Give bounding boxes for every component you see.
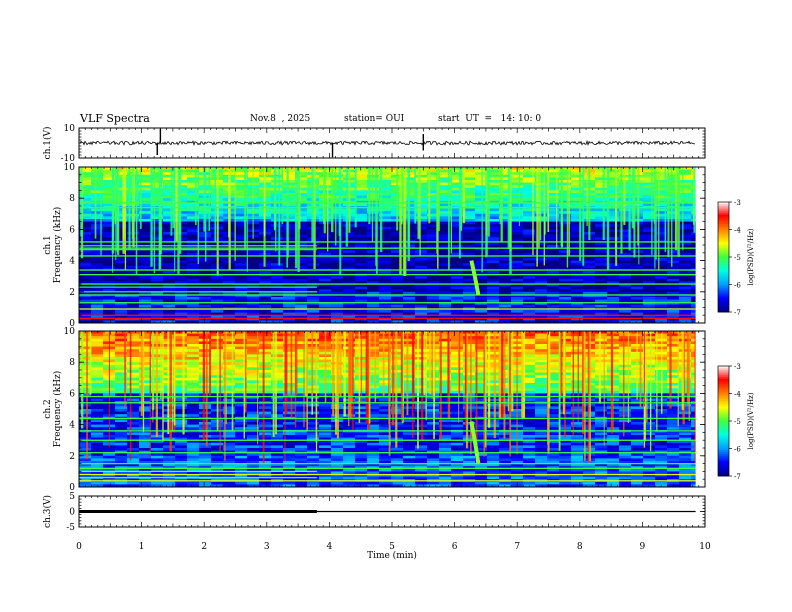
spec2-colorbar-label: log(PSD)(V²/Hz) — [747, 392, 755, 449]
xtick-label: 0 — [76, 542, 82, 552]
noise-line — [79, 430, 696, 432]
ch3-ytick-label: 5 — [69, 492, 75, 502]
xtick-label: 4 — [327, 542, 333, 552]
noise-line — [79, 206, 696, 209]
ch3-ylabel: ch.3(V) — [42, 495, 53, 528]
noise-line — [79, 247, 696, 249]
whistler — [469, 421, 481, 464]
spec2-colorbar-tick: -3 — [734, 363, 741, 371]
x-axis-label: Time (min) — [367, 550, 417, 561]
ch1-ytick-label: 10 — [64, 124, 76, 134]
noise-line — [79, 395, 696, 398]
noise-line — [79, 274, 696, 276]
spec1-colorbar-tick: -3 — [734, 199, 741, 207]
spec1-channel-label: ch.1 — [43, 235, 53, 254]
spec2-channel-label: ch.2 — [43, 399, 53, 418]
spec2-ytick-label: 2 — [69, 452, 75, 462]
spec1-ytick-label: 4 — [69, 257, 75, 267]
xtick-label: 5 — [389, 542, 395, 552]
xtick-label: 8 — [577, 542, 583, 552]
xtick-label: 1 — [139, 542, 145, 552]
spec1-ytick-label: 8 — [69, 194, 75, 204]
spec2-colorbar-tick: -7 — [734, 473, 741, 481]
chart-title: VLF Spectra — [80, 112, 150, 125]
noise-line — [79, 308, 696, 310]
xtick-label: 10 — [699, 542, 711, 552]
spec1-colorbar-tick: -4 — [734, 227, 741, 235]
noise-line — [79, 480, 696, 482]
spec2-ylabel: Frequency (kHz) — [52, 371, 63, 448]
noise-line — [79, 302, 696, 304]
spec2-ytick-label: 10 — [64, 327, 76, 337]
spec1-ylabel: Frequency (kHz) — [52, 207, 63, 284]
spec1-ytick-label: 10 — [64, 163, 76, 173]
noise-line — [79, 402, 696, 404]
noise-line — [79, 269, 696, 271]
noise-line — [79, 417, 696, 420]
spec1-colorbar-tick: -6 — [734, 282, 741, 290]
spec1-colorbar-tick: -7 — [734, 309, 741, 317]
xtick-label: 6 — [452, 542, 458, 552]
noise-line — [79, 283, 696, 285]
spec2-ytick-label: 8 — [69, 358, 75, 368]
ch3-ytick-label: 0 — [69, 508, 75, 518]
date-label: Nov.8 , 2025 — [250, 114, 311, 124]
spec1-colorbar-tick: -5 — [734, 254, 741, 262]
ch1-waveform — [79, 128, 696, 158]
noise-line — [79, 463, 696, 465]
station-label: station= OUI — [344, 114, 405, 124]
spec1-ytick-label: 2 — [69, 288, 75, 298]
spec2-ytick-label: 6 — [69, 389, 75, 399]
start-time-label: start UT = 14: 10: 0 — [438, 114, 542, 124]
noise-line — [79, 255, 696, 257]
noise-line — [79, 294, 696, 296]
ch1-ylabel: ch.1(V) — [42, 127, 53, 160]
xtick-label: 9 — [640, 542, 646, 552]
ch1-spectrogram — [79, 167, 705, 323]
spec2-colorbar-tick: -6 — [734, 446, 741, 454]
spec2-colorbar-tick: -4 — [734, 391, 741, 399]
spec2-colorbar-tick: -5 — [734, 418, 741, 426]
spec1-ytick-label: 6 — [69, 225, 75, 235]
spec1-ytick-label: 0 — [69, 319, 75, 329]
ch1-trace — [79, 139, 696, 147]
noise-line — [79, 452, 696, 454]
ch2-spectrogram — [79, 331, 705, 487]
ch1-ytick-label: -10 — [61, 154, 76, 164]
noise-line — [79, 473, 696, 476]
whistler — [469, 260, 481, 296]
noise-line — [79, 467, 696, 469]
noise-line — [79, 314, 696, 316]
xtick-label: 3 — [264, 542, 270, 552]
noise-line — [79, 317, 696, 320]
spec1-colorbar-label: log(PSD)(V²/Hz) — [747, 228, 755, 285]
ch3-ytick-label: -5 — [66, 523, 75, 533]
noise-line — [79, 241, 696, 243]
xtick-label: 7 — [514, 542, 520, 552]
noise-line — [79, 202, 696, 204]
xtick-label: 2 — [201, 542, 207, 552]
spec2-ytick-label: 4 — [69, 421, 75, 431]
noise-line — [79, 439, 696, 441]
spec2-ytick-label: 0 — [69, 483, 75, 493]
